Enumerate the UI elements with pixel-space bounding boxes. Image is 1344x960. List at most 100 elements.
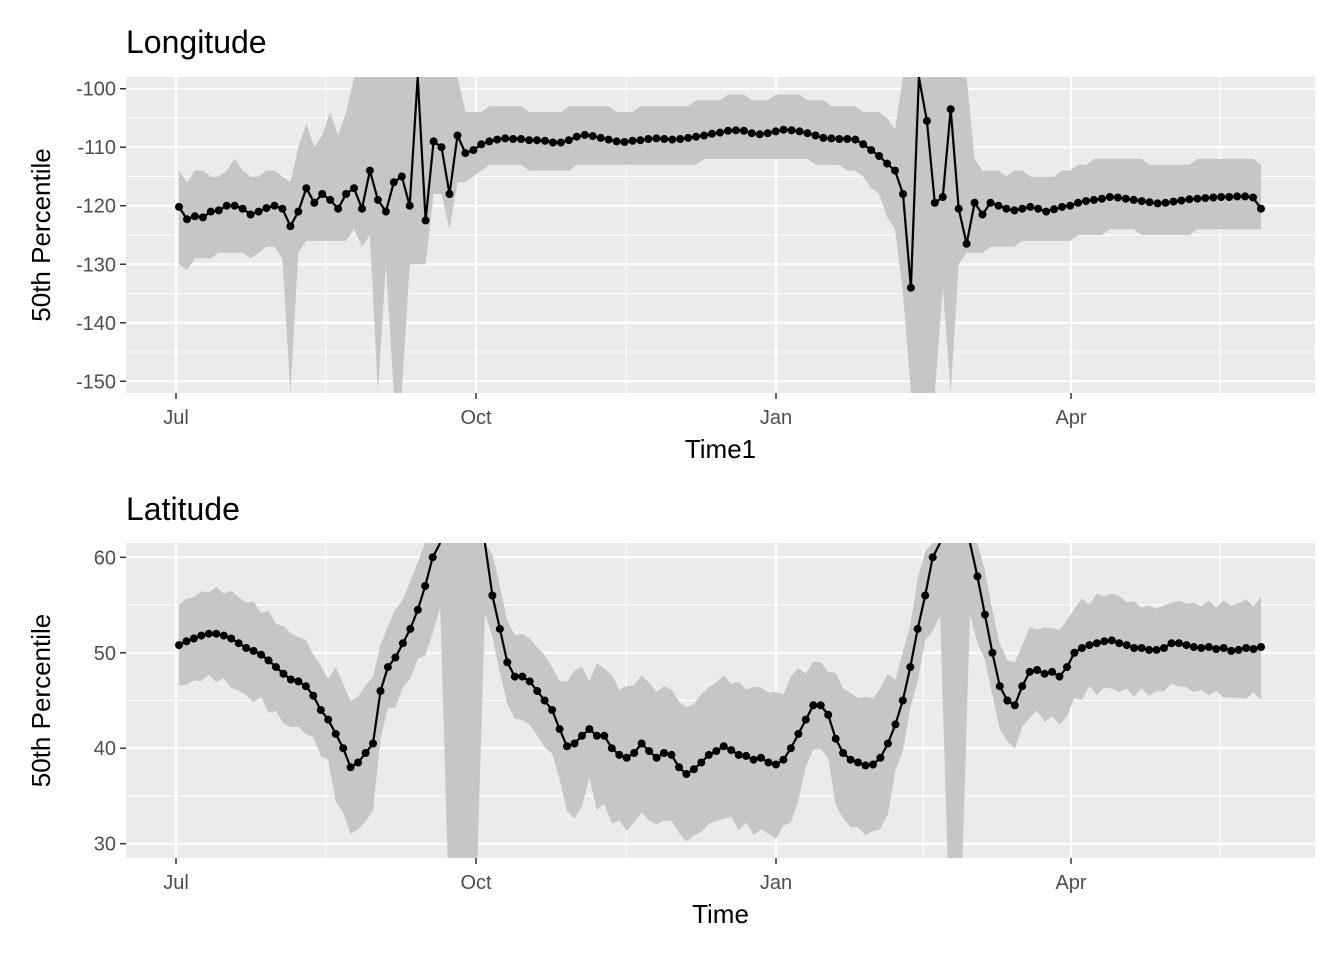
data-point bbox=[1063, 663, 1071, 672]
data-point bbox=[270, 201, 279, 210]
data-point bbox=[1234, 645, 1243, 654]
data-point bbox=[883, 739, 892, 748]
data-point bbox=[556, 138, 565, 147]
data-point bbox=[854, 758, 862, 767]
data-point bbox=[1161, 198, 1170, 207]
data-point bbox=[570, 739, 579, 748]
data-point bbox=[1085, 641, 1094, 650]
data-point bbox=[1100, 637, 1109, 646]
data-point bbox=[206, 207, 215, 216]
data-point bbox=[477, 140, 486, 149]
data-point bbox=[816, 701, 825, 710]
data-point bbox=[189, 634, 198, 643]
data-point bbox=[428, 553, 437, 562]
data-point bbox=[898, 696, 907, 705]
data-point bbox=[835, 135, 844, 143]
data-point bbox=[488, 591, 497, 600]
data-point bbox=[334, 204, 343, 213]
data-point bbox=[564, 136, 573, 145]
data-point bbox=[1137, 644, 1146, 652]
data-point bbox=[630, 749, 639, 757]
data-point bbox=[1189, 643, 1198, 651]
data-point bbox=[652, 753, 661, 762]
data-point bbox=[222, 201, 231, 210]
data-point bbox=[361, 749, 370, 757]
data-point bbox=[1257, 204, 1265, 213]
data-point bbox=[278, 204, 287, 213]
data-point bbox=[644, 135, 653, 143]
data-point bbox=[358, 204, 366, 213]
data-point bbox=[843, 135, 852, 143]
data-point bbox=[995, 682, 1004, 691]
data-point bbox=[406, 624, 415, 633]
data-point bbox=[383, 663, 392, 672]
data-point bbox=[509, 135, 518, 143]
data-point bbox=[381, 207, 390, 216]
data-point bbox=[197, 631, 206, 640]
data-point bbox=[747, 129, 756, 138]
chart-title: Latitude bbox=[126, 491, 240, 527]
data-point bbox=[772, 760, 780, 769]
data-point bbox=[309, 691, 318, 700]
data-point bbox=[548, 706, 557, 714]
data-point bbox=[541, 136, 549, 145]
data-point bbox=[922, 116, 931, 125]
data-point bbox=[612, 137, 621, 146]
data-point bbox=[988, 648, 997, 657]
data-point bbox=[700, 131, 709, 140]
data-point bbox=[592, 731, 601, 740]
data-point bbox=[429, 137, 438, 146]
data-point bbox=[405, 201, 414, 210]
data-point bbox=[1177, 196, 1186, 205]
y-tick-label: 50 bbox=[94, 643, 116, 665]
x-tick-label: Oct bbox=[460, 872, 492, 894]
data-point bbox=[859, 140, 868, 149]
data-point bbox=[230, 201, 239, 210]
data-point bbox=[413, 605, 422, 614]
data-point bbox=[1137, 197, 1146, 206]
data-point bbox=[1034, 204, 1043, 213]
data-point bbox=[787, 126, 796, 135]
data-point bbox=[257, 650, 266, 659]
data-point bbox=[183, 215, 191, 224]
data-point bbox=[615, 750, 624, 759]
x-tick-label: Oct bbox=[460, 407, 492, 429]
data-point bbox=[913, 624, 922, 633]
data-point bbox=[495, 624, 504, 633]
data-point bbox=[316, 706, 325, 714]
data-point bbox=[318, 190, 327, 198]
data-point bbox=[819, 133, 828, 142]
data-point bbox=[1160, 644, 1168, 652]
data-point bbox=[214, 206, 223, 215]
data-point bbox=[262, 204, 271, 213]
data-point bbox=[682, 770, 691, 778]
data-point bbox=[795, 127, 804, 136]
data-point bbox=[921, 591, 930, 600]
data-point bbox=[1217, 193, 1226, 201]
data-point bbox=[831, 734, 840, 743]
data-point bbox=[548, 138, 557, 147]
data-point bbox=[970, 198, 979, 207]
data-point bbox=[397, 172, 406, 181]
data-point bbox=[1050, 205, 1059, 214]
data-point bbox=[350, 184, 358, 193]
data-point bbox=[962, 239, 971, 248]
data-point bbox=[310, 198, 319, 207]
data-point bbox=[517, 135, 526, 143]
x-tick-label: Jul bbox=[163, 407, 189, 429]
data-point bbox=[667, 750, 676, 759]
x-axis-title: Time1 bbox=[685, 434, 756, 464]
data-point bbox=[675, 763, 683, 772]
data-point bbox=[572, 132, 581, 141]
data-point bbox=[437, 143, 446, 152]
data-point bbox=[1122, 641, 1131, 650]
data-point bbox=[883, 159, 892, 168]
data-point bbox=[764, 758, 773, 767]
data-point bbox=[779, 125, 788, 134]
data-point bbox=[493, 135, 502, 144]
data-point bbox=[445, 190, 454, 198]
y-tick-label: -110 bbox=[77, 137, 116, 159]
data-point bbox=[704, 750, 713, 759]
data-point bbox=[246, 210, 255, 219]
data-point bbox=[906, 283, 915, 292]
